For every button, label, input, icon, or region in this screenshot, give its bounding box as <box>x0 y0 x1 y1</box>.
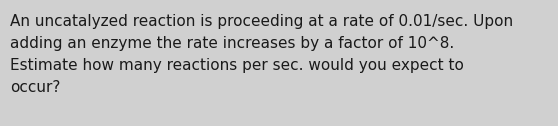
Text: Estimate how many reactions per sec. would you expect to: Estimate how many reactions per sec. wou… <box>10 58 464 73</box>
Text: adding an enzyme the rate increases by a factor of 10^8.: adding an enzyme the rate increases by a… <box>10 36 454 51</box>
Text: An uncatalyzed reaction is proceeding at a rate of 0.01/sec. Upon: An uncatalyzed reaction is proceeding at… <box>10 14 513 29</box>
Text: occur?: occur? <box>10 80 60 95</box>
